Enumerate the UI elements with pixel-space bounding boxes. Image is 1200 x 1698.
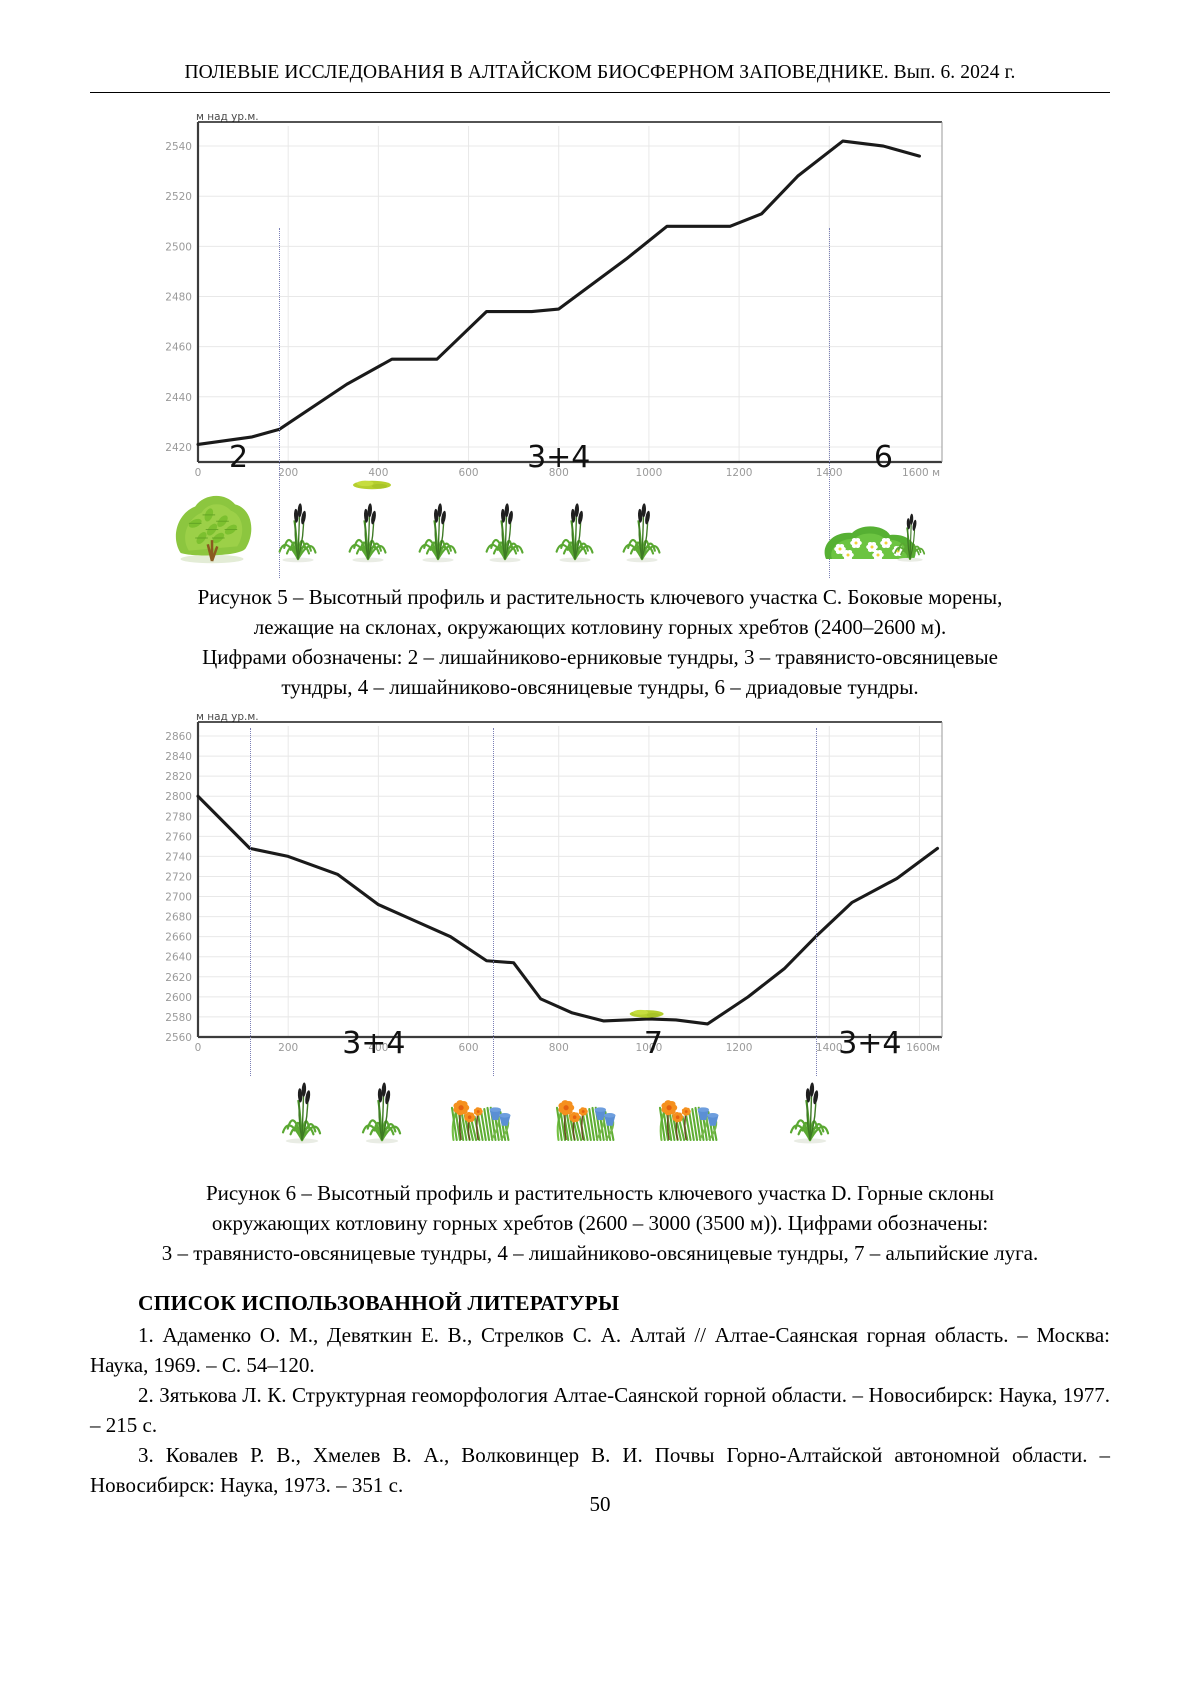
figure-5-caption-line-1: Рисунок 5 – Высотный профиль и раститель… — [100, 582, 1100, 612]
reference-item: 2. Зятькова Л. К. Структурная геоморфоло… — [90, 1380, 1110, 1440]
figure-5-caption-line-4: тундры, 4 – лишайниково-овсяницевые тунд… — [100, 672, 1100, 702]
grass-tuft-icon — [283, 1082, 320, 1143]
zone-divider — [816, 728, 817, 1076]
grass-tuft-icon — [557, 503, 593, 562]
moss-patch-icon — [353, 481, 391, 490]
header-rule — [90, 92, 1110, 93]
document-page: ПОЛЕВЫЕ ИССЛЕДОВАНИЯ В АЛТАЙСКОМ БИОСФЕР… — [0, 0, 1200, 1698]
grass-tuft-icon — [791, 1082, 828, 1143]
vegetation-strip-d — [150, 1048, 950, 1153]
alpine-meadow-icon — [557, 1100, 616, 1140]
shrub-bush-icon — [176, 496, 251, 563]
figure-6-caption-line-3: 3 – травянисто-овсяницевые тундры, 4 – л… — [90, 1238, 1110, 1268]
figure-5-zones: 23+46 — [150, 108, 950, 578]
grass-tuft-icon — [280, 503, 316, 562]
figure-5-caption-line-3: Цифрами обозначены: 2 – лишайниково-ерни… — [100, 642, 1100, 672]
grass-tuft-icon — [363, 1082, 400, 1143]
figure-6-caption-line-2: окружающих котловину горных хребтов (260… — [90, 1208, 1110, 1238]
grass-tuft-icon — [487, 503, 523, 562]
figure-5-caption-line-2: лежащие на склонах, окружающих котловину… — [100, 612, 1100, 642]
grass-tuft-icon — [624, 503, 660, 562]
zone-divider — [493, 728, 494, 1076]
alpine-meadow-icon — [660, 1100, 719, 1140]
figure-6-caption-line-1: Рисунок 6 – Высотный профиль и раститель… — [90, 1178, 1110, 1208]
figure-6: м над ур.м.25602580260026202640266026802… — [150, 708, 950, 1168]
alpine-meadow-icon — [452, 1100, 511, 1140]
vegetation-strip-c — [150, 463, 950, 573]
figure-5: м над ур.м.24202440246024802500252025400… — [150, 108, 950, 578]
zone-divider — [250, 728, 251, 1076]
figure-6-zones: 3+473+4 — [150, 708, 950, 1168]
reference-item: 1. Адаменко О. М., Девяткин Е. В., Стрел… — [90, 1320, 1110, 1380]
figure-6-caption: Рисунок 6 – Высотный профиль и раститель… — [90, 1178, 1110, 1268]
references-section: СПИСОК ИСПОЛЬЗОВАННОЙ ЛИТЕРАТУРЫ 1. Адам… — [90, 1288, 1110, 1500]
page-number: 50 — [0, 1492, 1200, 1517]
running-header: ПОЛЕВЫЕ ИССЛЕДОВАНИЯ В АЛТАЙСКОМ БИОСФЕР… — [90, 62, 1110, 84]
reference-item: 3. Ковалев Р. В., Хмелев В. А., Волковин… — [90, 1440, 1110, 1500]
references-heading: СПИСОК ИСПОЛЬЗОВАННОЙ ЛИТЕРАТУРЫ — [90, 1288, 1110, 1318]
grass-tuft-icon — [350, 503, 386, 562]
figure-5-caption: Рисунок 5 – Высотный профиль и раститель… — [100, 582, 1100, 702]
grass-tuft-icon — [420, 503, 456, 562]
